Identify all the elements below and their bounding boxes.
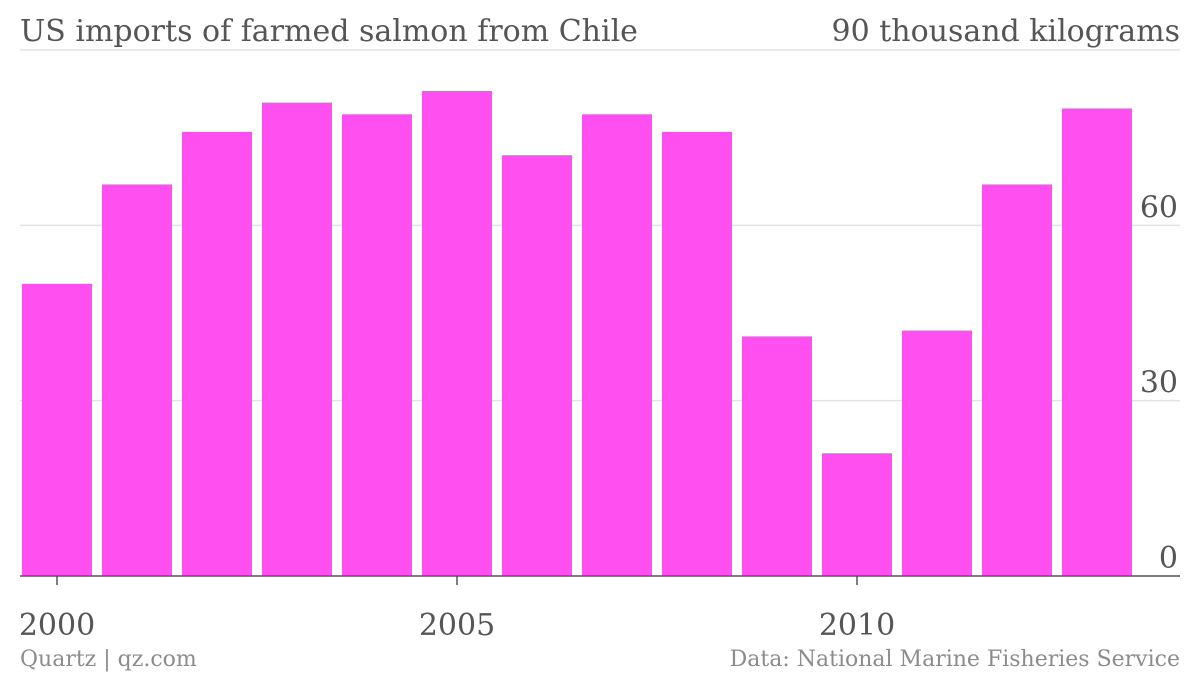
y-tick-label-30: 30	[1140, 366, 1178, 401]
bar-2002	[182, 131, 252, 577]
x-tick-label-2000: 2000	[19, 608, 95, 643]
chart-unit-label: 90 thousand kilograms	[831, 14, 1180, 49]
x-tick-label-2010: 2010	[819, 608, 895, 643]
bar-2009	[742, 336, 812, 576]
footer-source-left: Quartz | qz.com	[20, 647, 197, 672]
bar-2013	[1062, 108, 1132, 576]
y-tick-label-0: 0	[1159, 541, 1178, 576]
bar-2012	[982, 184, 1052, 576]
bar-2008	[662, 131, 732, 577]
y-tick-label-60: 60	[1140, 190, 1178, 225]
x-tick-label-2005: 2005	[419, 608, 495, 643]
bar-2005	[422, 90, 492, 577]
bar-2001	[102, 184, 172, 576]
bar-2007	[582, 114, 652, 577]
bar-2011	[902, 330, 972, 576]
bar-2000	[22, 283, 92, 576]
bar-2006	[502, 155, 572, 576]
bar-2004	[342, 114, 412, 577]
footer-source-right: Data: National Marine Fisheries Service	[729, 647, 1180, 672]
bar-2003	[262, 102, 332, 576]
bar-2010	[822, 453, 892, 576]
chart-title: US imports of farmed salmon from Chile	[20, 14, 638, 49]
